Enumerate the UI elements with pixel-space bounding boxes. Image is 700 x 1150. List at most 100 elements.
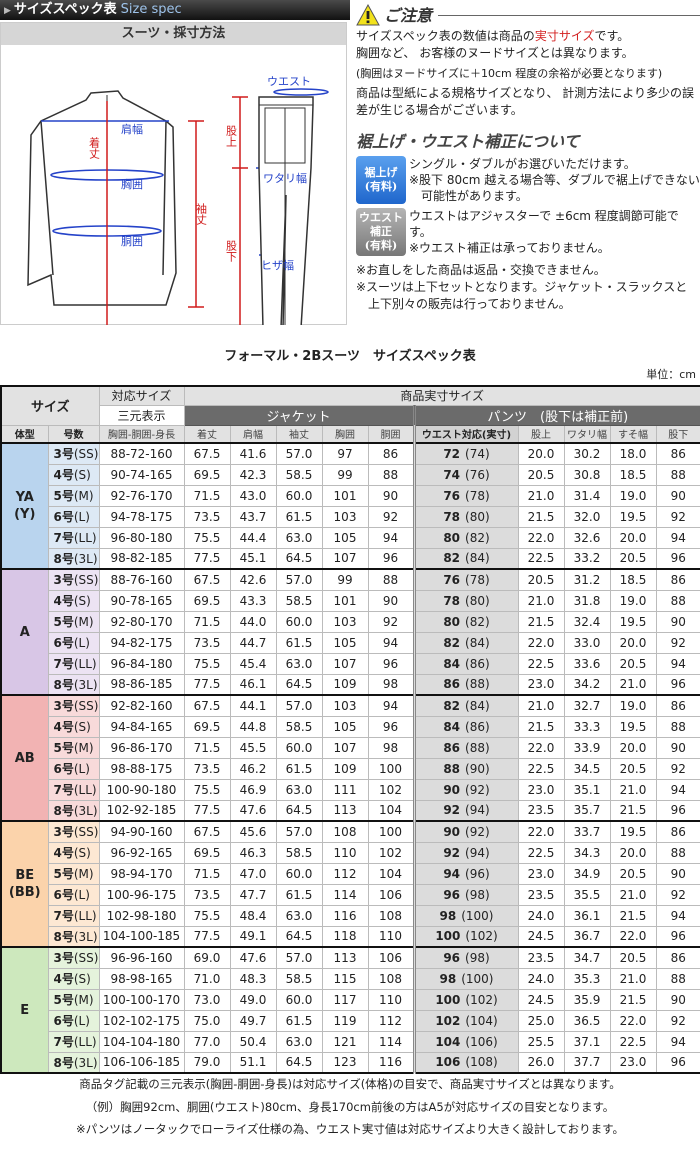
three-dim-size: 94-82-175 [98,631,185,654]
body-type: BE (BB) [0,820,49,948]
header-title: サイズスペック表 [13,2,117,17]
cell-hem: 20.0 [609,631,657,654]
three-dim-size: 98-82-185 [98,547,185,570]
header-size: サイズ [0,385,100,426]
pants-waist: 90 (92) [412,778,519,801]
size-number: 7号(LL) [47,778,100,801]
cell-chest: 116 [321,904,369,927]
cell-waist: 94 [367,526,415,549]
cell-inseam: 96 [655,673,700,696]
cell-shoulder: 51.1 [229,1051,277,1074]
cell-inseam: 88 [655,715,700,738]
cell-inseam: 88 [655,841,700,864]
cell-thigh: 35.5 [563,883,611,906]
size-number: 4号(S) [47,589,100,612]
cell-inseam: 94 [655,526,700,549]
cell-hem: 21.0 [609,967,657,990]
cell-hem: 19.5 [609,610,657,633]
cell-jacket-length: 77.5 [183,799,231,822]
body-type: AB [0,694,49,822]
table-row: 4号(S) 96-92-165 69.5 46.3 58.5 110 102 92 (94) 22… [1,841,700,864]
cell-waist: 116 [367,1051,415,1074]
three-dim-size: 96-96-160 [98,946,185,969]
cell-sleeve: 60.0 [275,610,323,633]
table-row: 4号(S) 98-98-165 71.0 48.3 58.5 115 108 98 (100) 2… [1,967,700,990]
cell-thigh: 35.7 [563,799,611,822]
cell-jacket-length: 71.5 [183,610,231,633]
table-row: 6号(L) 102-102-175 75.0 49.7 61.5 119 112 102 (10… [1,1009,700,1032]
cell-thigh: 31.2 [563,568,611,591]
cell-inseam: 96 [655,1051,700,1074]
cell-thigh: 35.3 [563,967,611,990]
cell-rise: 23.0 [517,778,565,801]
cell-sleeve: 57.0 [275,442,323,465]
table-row: 6号(L) 100-96-175 73.5 47.7 61.5 114 106 96 (98) 2… [1,883,700,906]
table-title: フォーマル・2Bスーツ サイズスペック表 [224,349,476,364]
column-header: 肩幅 [229,424,277,444]
three-dim-size: 90-74-165 [98,463,185,486]
cell-chest: 112 [321,862,369,885]
pants-waist: 98 (100) [412,904,519,927]
table-row: 7号(LL) 102-98-180 75.5 48.4 63.0 116 108 98 (100… [1,904,700,927]
cell-jacket-length: 75.5 [183,652,231,675]
cell-jacket-length: 73.5 [183,757,231,780]
footer-note-2: （例）胸囲92cm、胴囲(ウエスト)80cm、身長170cm前後の方はA5が対応… [85,1100,615,1114]
cell-shoulder: 46.1 [229,673,277,696]
table-row: 7号(LL) 100-90-180 75.5 46.9 63.0 111 102 90 (92)… [1,778,700,801]
cell-waist: 92 [367,610,415,633]
cell-chest: 97 [321,442,369,465]
cell-sleeve: 61.5 [275,1009,323,1032]
cell-chest: 118 [321,925,369,948]
notes-panel: ご注意 サイズスペック表の数値は商品の実寸サイズです。 胸囲など、 お客様のヌー… [356,2,700,313]
size-number: 5号(M) [47,988,100,1011]
cell-thigh: 32.0 [563,505,611,528]
cell-thigh: 36.7 [563,925,611,948]
cell-thigh: 36.1 [563,904,611,927]
cell-waist: 112 [367,1009,415,1032]
unit-label: 単位：cm [646,368,696,381]
cell-chest: 101 [321,484,369,507]
cell-sleeve: 58.5 [275,715,323,738]
cell-sleeve: 63.0 [275,1030,323,1053]
label-inseam: 股下 [225,240,238,263]
table-row: A 3号(SS) 88-76-160 67.5 42.6 57.0 99 88 76 (78) 20… [0,568,700,696]
cell-shoulder: 42.3 [229,463,277,486]
column-header: ワタリ幅 [563,424,611,444]
cell-sleeve: 64.5 [275,925,323,948]
cell-jacket-length: 79.0 [183,1051,231,1074]
pants-waist: 96 (98) [412,883,519,906]
cell-inseam: 86 [655,946,700,969]
cell-chest: 111 [321,778,369,801]
size-number: 6号(L) [47,505,100,528]
cell-chest: 101 [321,589,369,612]
cell-rise: 25.0 [517,1009,565,1032]
size-number: 6号(L) [47,1009,100,1032]
cell-jacket-length: 77.5 [183,547,231,570]
diagram-title: スーツ・採寸方法 [1,23,346,45]
table-row: 7号(LL) 104-104-180 77.0 50.4 63.0 121 114 104 (1… [1,1030,700,1053]
cell-thigh: 37.7 [563,1051,611,1074]
table-row: 4号(S) 90-74-165 69.5 42.3 58.5 99 88 74 (76) 20.5… [1,463,700,486]
cell-rise: 24.0 [517,967,565,990]
cell-thigh: 33.6 [563,652,611,675]
table-row: 7号(LL) 96-84-180 75.5 45.4 63.0 107 96 84 (86) 22… [1,652,700,675]
cell-thigh: 30.2 [563,442,611,465]
cell-inseam: 92 [655,1009,700,1032]
cell-hem: 21.0 [609,883,657,906]
cell-waist: 98 [367,736,415,759]
pants-waist: 98 (100) [412,967,519,990]
triangle-icon: ▶ [4,6,11,16]
cell-thigh: 32.7 [563,694,611,717]
table-row: 5号(M) 100-100-170 73.0 49.0 60.0 117 110 100 (10… [1,988,700,1011]
three-dim-size: 94-90-160 [98,820,185,843]
size-number: 4号(S) [47,715,100,738]
cell-waist: 100 [367,757,415,780]
cell-waist: 102 [367,841,415,864]
cell-hem: 21.0 [609,778,657,801]
cell-waist: 106 [367,883,415,906]
cell-jacket-length: 77.5 [183,925,231,948]
pants-waist: 82 (84) [412,694,519,717]
column-header: 胸囲 [321,424,369,444]
header-title-en: Size spec [120,2,182,17]
column-header: 胴囲 [367,424,415,444]
